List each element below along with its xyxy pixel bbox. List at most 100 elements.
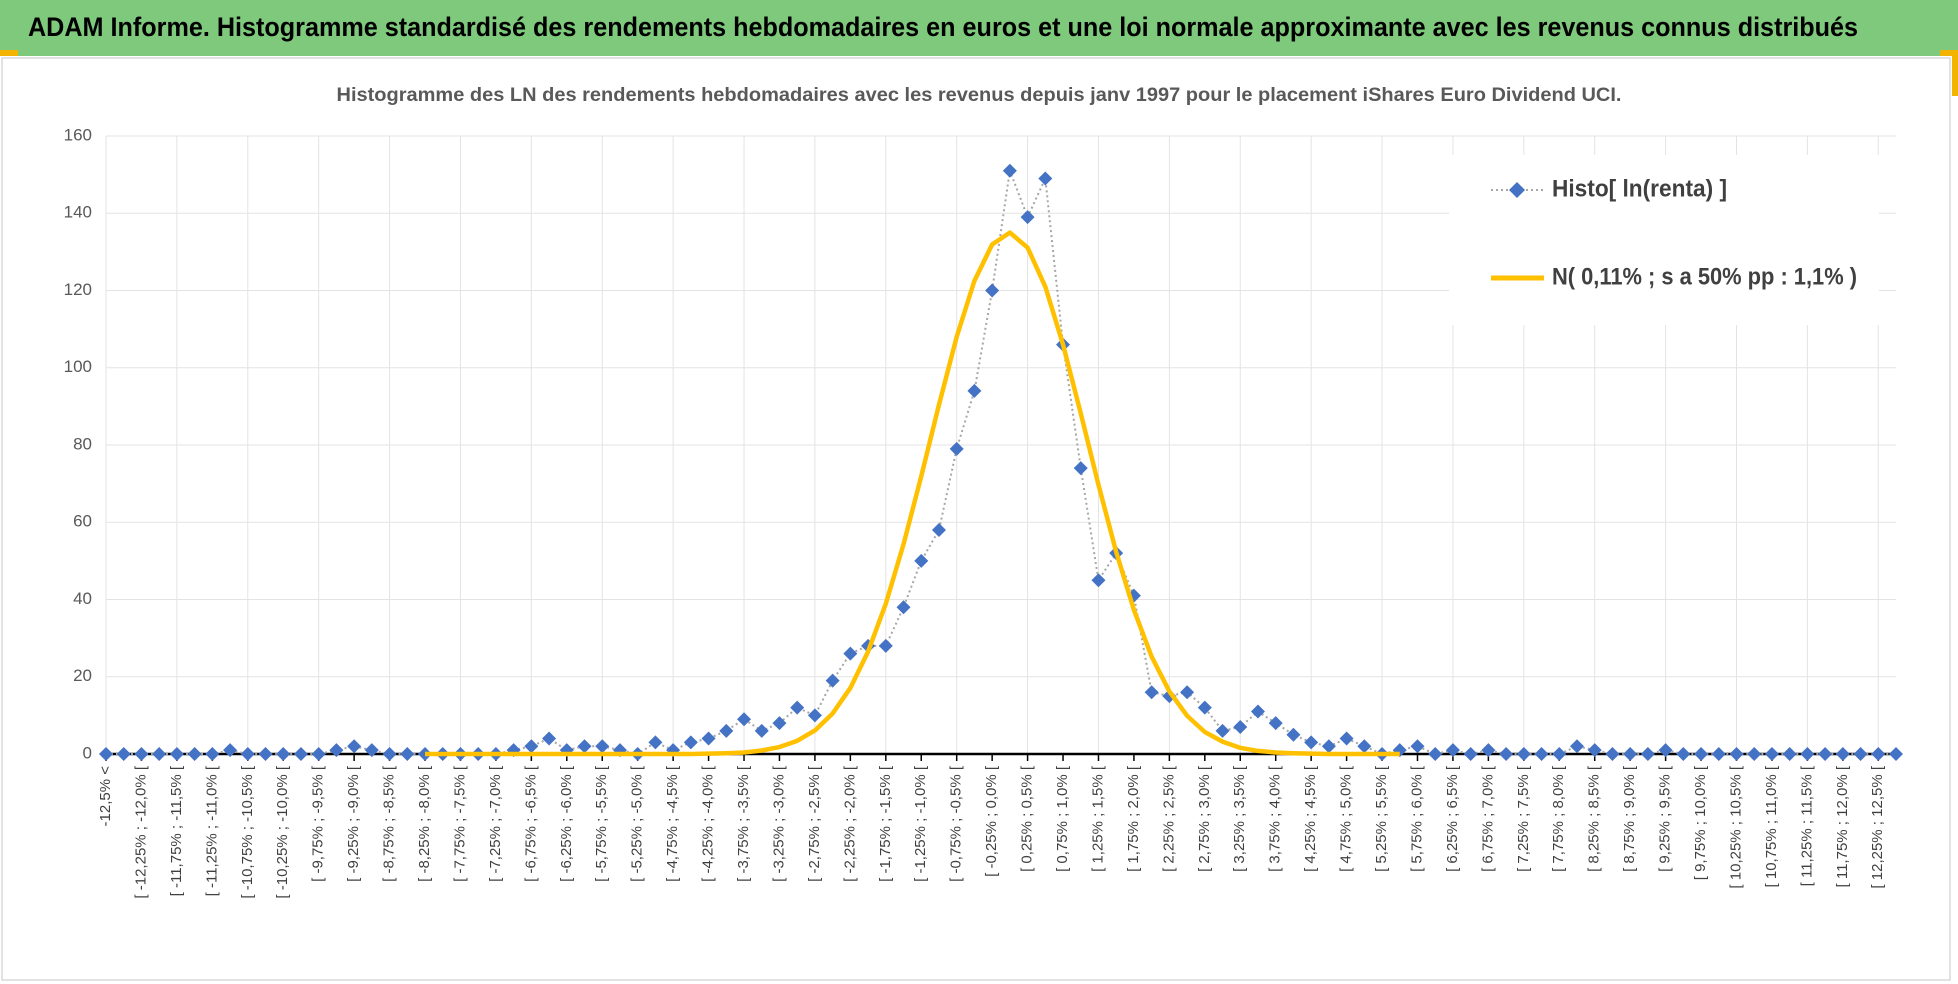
y-tick-label: 80 bbox=[73, 434, 92, 453]
data-point bbox=[914, 553, 929, 568]
data-point bbox=[311, 747, 326, 761]
data-point bbox=[1197, 700, 1212, 715]
data-point bbox=[99, 747, 113, 761]
data-point bbox=[1871, 747, 1886, 761]
data-point bbox=[1215, 723, 1230, 738]
data-point bbox=[896, 600, 911, 615]
y-tick-label: 120 bbox=[64, 280, 92, 299]
x-tick-label: [ 7,75% ; 8,0% [ bbox=[1550, 765, 1567, 872]
x-tick-label: [ -3,25% ; -3,0% [ bbox=[770, 765, 787, 882]
data-point bbox=[1073, 461, 1088, 476]
data-point bbox=[1428, 747, 1443, 761]
x-tick-label: [ -2,75% ; -2,5% [ bbox=[806, 765, 823, 882]
data-point bbox=[1268, 716, 1283, 731]
legend-label: Histo[ ln(renta) ] bbox=[1552, 175, 1727, 202]
x-tick-label: [ 0,25% ; 0,5% [ bbox=[1019, 765, 1036, 872]
data-point bbox=[1020, 210, 1035, 225]
x-tick-label: [ -1,25% ; -1,0% [ bbox=[912, 765, 929, 882]
x-tick-label: [ -1,75% ; -1,5% [ bbox=[877, 765, 894, 882]
data-point bbox=[1481, 743, 1496, 758]
data-point bbox=[949, 441, 964, 456]
data-point bbox=[1463, 747, 1478, 761]
x-tick-label: [ 3,75% ; 4,0% [ bbox=[1267, 765, 1284, 872]
x-tick-label: [ -7,75% ; -7,5% [ bbox=[451, 765, 468, 882]
data-point bbox=[1321, 739, 1336, 754]
x-tick-label: [ -7,25% ; -7,0% [ bbox=[487, 765, 504, 882]
x-tick-label: [ -6,25% ; -6,0% [ bbox=[558, 765, 575, 882]
legend-label: N( 0,11% ; s a 50% pp : 1,1% ) bbox=[1552, 263, 1857, 290]
data-point bbox=[187, 747, 202, 761]
data-point bbox=[1853, 747, 1868, 761]
x-tick-label: [ -0,75% ; -0,5% [ bbox=[948, 765, 965, 882]
data-point bbox=[169, 747, 184, 761]
data-point bbox=[1623, 747, 1638, 761]
x-tick-label: [ -9,25% ; -9,0% [ bbox=[345, 765, 362, 882]
x-tick-label: [ 10,25% ; 10,5% [ bbox=[1727, 765, 1744, 888]
x-tick-label: [ 1,25% ; 1,5% [ bbox=[1089, 765, 1106, 872]
x-tick-label: [ -6,75% ; -6,5% [ bbox=[522, 765, 539, 882]
data-point bbox=[1694, 747, 1709, 761]
data-point bbox=[223, 743, 238, 758]
data-point bbox=[1233, 719, 1248, 734]
x-tick-label: [ 9,75% ; 10,0% [ bbox=[1692, 765, 1709, 880]
data-point bbox=[1587, 743, 1602, 758]
x-tick-label: [ 4,75% ; 5,0% [ bbox=[1338, 765, 1355, 872]
x-tick-label: [ 7,25% ; 7,5% [ bbox=[1515, 765, 1532, 872]
data-point bbox=[1711, 747, 1726, 761]
data-point bbox=[1357, 739, 1372, 754]
data-point bbox=[1747, 747, 1762, 761]
data-point bbox=[772, 716, 787, 731]
data-point bbox=[1764, 747, 1779, 761]
x-tick-label: [ -5,25% ; -5,0% [ bbox=[629, 765, 646, 882]
data-point bbox=[240, 747, 255, 761]
x-tick-label: [ -10,75% ; -10,5% [ bbox=[239, 765, 256, 898]
x-tick-label: [ -8,25% ; -8,0% [ bbox=[416, 765, 433, 882]
data-point bbox=[648, 735, 663, 750]
data-point bbox=[524, 739, 539, 754]
data-point bbox=[1534, 747, 1549, 761]
page-title: ADAM Informe. Histogramme standardisé de… bbox=[28, 12, 1858, 42]
y-tick-label: 40 bbox=[73, 589, 92, 608]
x-tick-label: [ 11,75% ; 12,0% [ bbox=[1834, 765, 1851, 887]
legend-marker bbox=[1509, 182, 1525, 198]
data-point bbox=[967, 383, 982, 398]
y-tick-label: 100 bbox=[64, 357, 92, 376]
data-point bbox=[1605, 747, 1620, 761]
data-point bbox=[807, 708, 822, 723]
x-tick-label: [ 11,25% ; 11,5% [ bbox=[1798, 765, 1815, 886]
chart-title: Histogramme des LN des rendements hebdom… bbox=[337, 85, 1622, 106]
x-tick-label: [ 2,75% ; 3,0% [ bbox=[1196, 765, 1213, 872]
data-point bbox=[1250, 704, 1265, 719]
plot: 0 20 40 60 80 100 120 140 160 -12,5% < [ -12,25% ;… bbox=[64, 125, 1903, 899]
y-tick-label: 0 bbox=[83, 743, 92, 762]
data-point bbox=[1038, 171, 1053, 186]
data-point bbox=[116, 747, 131, 761]
x-tick-label: [ -0,25% ; 0,0% [ bbox=[983, 765, 1000, 877]
data-point bbox=[1445, 743, 1460, 758]
corner-mark bbox=[0, 50, 18, 56]
y-tick-label: 20 bbox=[73, 666, 92, 685]
data-point bbox=[152, 747, 167, 761]
y-tick-label: 160 bbox=[64, 125, 92, 144]
data-point bbox=[754, 723, 769, 738]
x-tick-label: [ 6,25% ; 6,5% [ bbox=[1444, 765, 1461, 872]
data-point bbox=[719, 723, 734, 738]
x-tick-label: [ 4,25% ; 4,5% [ bbox=[1302, 765, 1319, 872]
data-point bbox=[1339, 731, 1354, 746]
data-point bbox=[1304, 735, 1319, 750]
x-tick-label: [ 3,25% ; 3,5% [ bbox=[1231, 765, 1248, 872]
y-tick-label: 140 bbox=[64, 203, 92, 222]
x-tick-label: [ -2,25% ; -2,0% [ bbox=[841, 765, 858, 882]
data-point bbox=[595, 739, 610, 754]
data-point bbox=[382, 747, 397, 761]
data-point bbox=[1516, 747, 1531, 761]
data-point bbox=[1286, 727, 1301, 742]
x-tick-label: [ 8,25% ; 8,5% [ bbox=[1586, 765, 1603, 872]
data-point bbox=[701, 731, 716, 746]
data-point bbox=[577, 739, 592, 754]
data-point bbox=[1729, 747, 1744, 761]
data-point bbox=[737, 712, 752, 727]
data-point bbox=[1818, 747, 1833, 761]
x-tick-label: [ 12,25% ; 12,5% [ bbox=[1869, 765, 1886, 888]
x-tick-label: [ -11,25% ; -11,0% [ bbox=[203, 765, 220, 896]
